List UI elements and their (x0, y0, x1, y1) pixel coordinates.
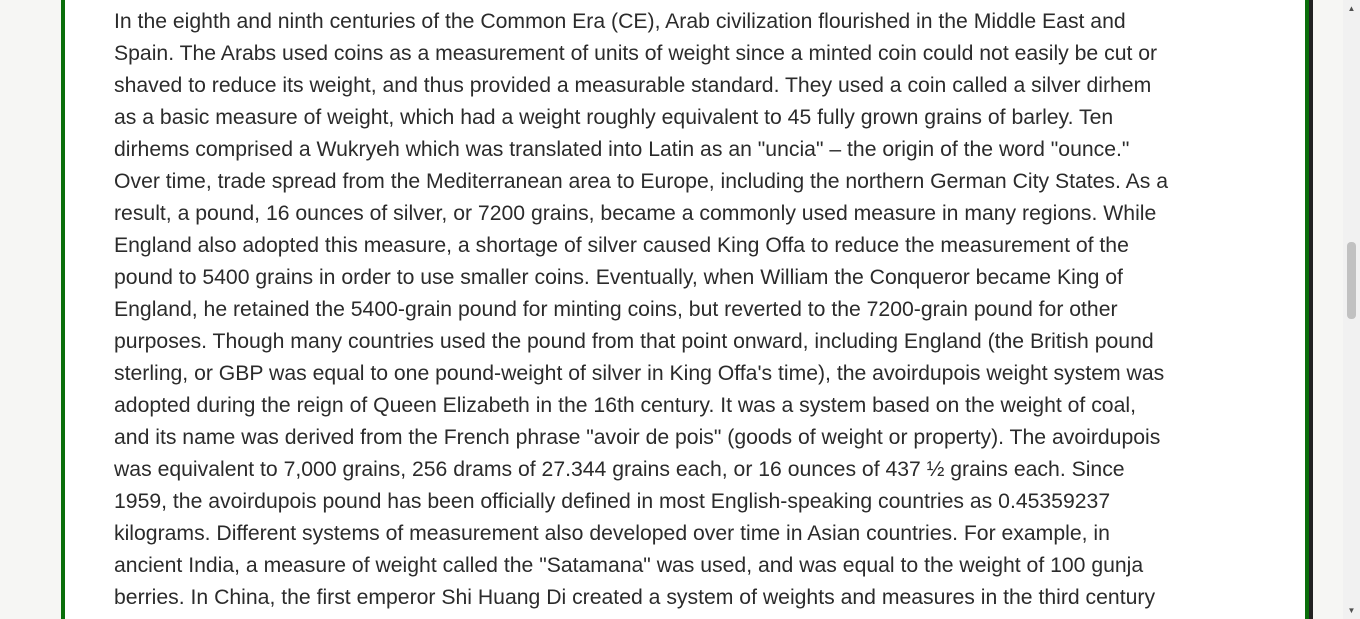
article-line: England, he retained the 5400-grain poun… (114, 298, 1118, 321)
article-line: adopted during the reign of Queen Elizab… (114, 394, 1136, 417)
article-line: Spain. The Arabs used coins as a measure… (114, 42, 1158, 65)
scroll-up-button[interactable]: ▲ (1343, 0, 1360, 17)
article-line: pound to 5400 grains in order to use sma… (114, 266, 1123, 289)
article-line: berries. In China, the first emperor Shi… (114, 586, 1156, 609)
scroll-thumb[interactable] (1347, 242, 1356, 319)
article-line: kilograms. Different systems of measurem… (114, 522, 1110, 545)
article-line: sterling, or GBP was equal to one pound-… (114, 362, 1165, 385)
article-line: as a basic measure of weight, which had … (114, 106, 1114, 129)
article-line: shaved to reduce its weight, and thus pr… (114, 74, 1152, 97)
article-line: purposes. Though many countries used the… (114, 330, 1154, 353)
article-paragraph: In the eighth and ninth centuries of the… (114, 6, 1284, 614)
article-line: 1959, the avoirdupois pound has been off… (114, 490, 1111, 513)
article-line: result, a pound, 16 ounces of silver, or… (114, 202, 1157, 225)
article-card: In the eighth and ninth centuries of the… (61, 0, 1309, 619)
article-line: Over time, trade spread from the Mediter… (114, 170, 1169, 193)
article-line: England also adopted this measure, a sho… (114, 234, 1129, 257)
scroll-down-button[interactable]: ▼ (1343, 602, 1360, 619)
article-line: and its name was derived from the French… (114, 426, 1161, 449)
article-line: In the eighth and ninth centuries of the… (114, 10, 1126, 33)
triangle-down-icon: ▼ (1347, 606, 1356, 615)
article-line: was equivalent to 7,000 grains, 256 dram… (114, 458, 1125, 481)
article-line: dirhems comprised a Wukryeh which was tr… (114, 138, 1130, 161)
article-line: ancient India, a measure of weight calle… (114, 554, 1144, 577)
vertical-scrollbar[interactable]: ▲ ▼ (1343, 0, 1360, 619)
triangle-up-icon: ▲ (1347, 4, 1356, 13)
